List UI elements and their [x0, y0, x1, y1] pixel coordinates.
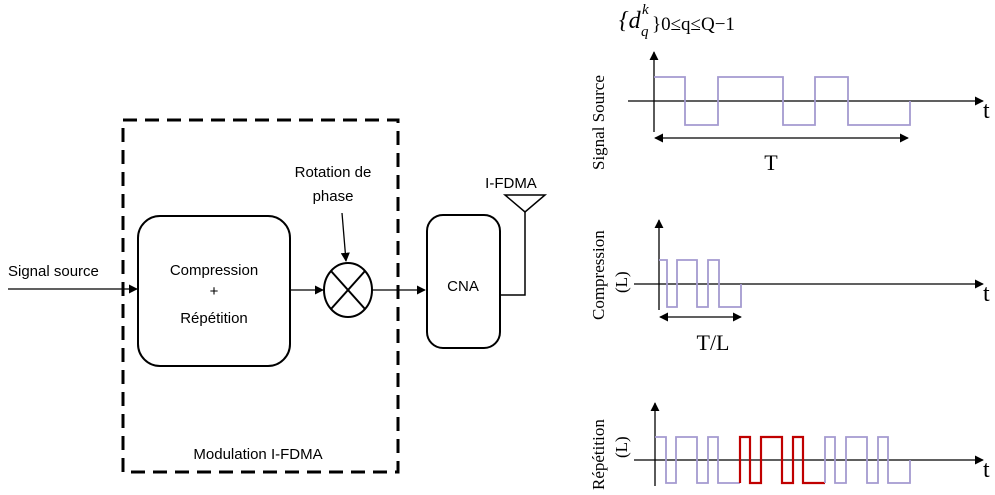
phase-multiplier-icon: [323, 262, 373, 318]
plus-label: +: [210, 283, 219, 300]
repetition-panel: Répétition (L) t: [589, 402, 990, 490]
compression-t-label: t: [983, 281, 990, 307]
symbol-set-superscript: k: [642, 2, 649, 18]
compression-waveform: [659, 259, 742, 308]
repetition-ylabel-line1: Répétition: [589, 419, 608, 490]
waveforms: {d k q }0≤q≤Q−1 Signal Source t T Compre…: [589, 2, 990, 490]
source-ylabel: Signal Source: [589, 75, 608, 170]
symbol-set-subscript: q: [641, 24, 649, 40]
block-diagram: Modulation I-FDMA Signal source Compress…: [8, 118, 548, 474]
source-symbol-set: {d k q }0≤q≤Q−1: [619, 2, 735, 40]
repetition-ylabel-line2: (L): [612, 436, 631, 458]
repetition-waveform-part1: [655, 436, 740, 484]
compression-repetition-block: [137, 215, 291, 367]
source-panel: Signal Source t T: [589, 51, 990, 175]
compression-ylabel-line1: Compression: [589, 230, 608, 320]
dac-block: [426, 214, 501, 349]
repetition-waveform-highlight: [738, 435, 825, 485]
repetition-label: Répétition: [180, 310, 248, 327]
modulation-box-label: Modulation I-FDMA: [193, 446, 322, 463]
repetition-t-label: t: [983, 457, 990, 483]
source-waveform: [654, 76, 911, 126]
symbol-set-range: }0≤q≤Q−1: [652, 14, 735, 35]
compression-ylabel-line2: (L): [612, 271, 631, 293]
phase-rotation-arrow: [340, 212, 350, 262]
phase-rotation-label-line2: phase: [313, 188, 354, 205]
antenna-icon: [500, 194, 548, 296]
compression-label: Compression: [170, 262, 258, 279]
antenna-label: I-FDMA: [485, 175, 537, 192]
phase-rotation-label-line1: Rotation de: [295, 164, 372, 181]
source-span-label: T: [764, 150, 778, 175]
input-label: Signal source: [8, 263, 99, 280]
dac-label: CNA: [447, 278, 479, 295]
repetition-waveform-part3: [824, 436, 911, 484]
symbol-set-base: {d: [619, 8, 642, 34]
compression-span-label: T/L: [697, 330, 730, 355]
modulation-box: [121, 118, 400, 474]
source-t-label: t: [983, 98, 990, 124]
compression-panel: Compression (L) t T/L: [589, 219, 990, 355]
